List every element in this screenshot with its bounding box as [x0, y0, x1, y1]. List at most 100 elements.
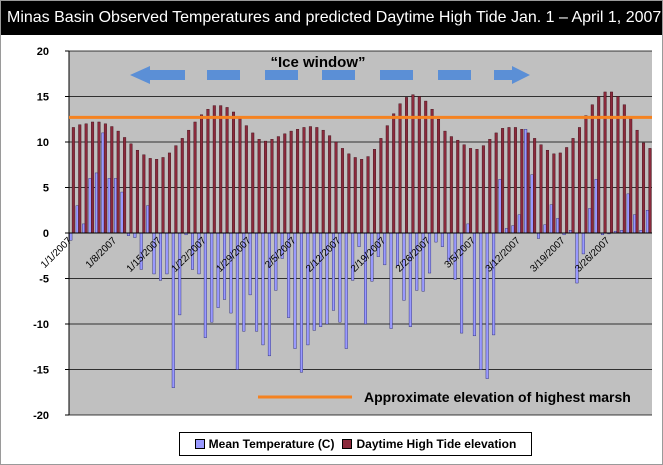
- tide-bar: [103, 123, 107, 234]
- legend-item-temperature: Mean Temperature (C): [194, 437, 335, 451]
- arrow-dash: [265, 70, 298, 80]
- temperature-bar: [536, 232, 540, 239]
- tide-bar: [135, 149, 139, 234]
- marsh-line-label: Approximate elevation of highest marsh: [364, 389, 631, 405]
- temperature-bar: [588, 208, 592, 234]
- tide-bar: [392, 113, 396, 234]
- temperature-bar: [364, 232, 367, 325]
- tide-bar: [302, 127, 306, 234]
- temperature-bar: [101, 132, 105, 234]
- tide-bar: [635, 129, 639, 234]
- arrow-dash: [322, 70, 355, 80]
- arrow-dash: [207, 70, 240, 80]
- temperature-bar: [210, 232, 214, 323]
- temperature-bar: [299, 232, 303, 373]
- temperature-bar: [434, 232, 438, 243]
- temperature-bar: [645, 210, 649, 234]
- tide-bar: [180, 138, 184, 234]
- tide-bar: [276, 136, 280, 234]
- legend-item-tide: Daytime High Tide elevation: [342, 437, 516, 451]
- chart-title: Minas Basin Observed Temperatures and pr…: [1, 1, 662, 35]
- tide-bar: [642, 142, 646, 234]
- tide-bar: [251, 132, 255, 234]
- temperature-bar: [261, 232, 265, 346]
- tide-bar: [590, 104, 594, 234]
- temperature-bar: [530, 174, 534, 234]
- legend-swatch-temperature: [194, 439, 205, 449]
- temperature-bar: [107, 178, 111, 234]
- temperature-bar: [344, 232, 348, 349]
- temperature-bar: [415, 232, 419, 291]
- temperature-bar: [466, 223, 470, 234]
- temperature-bar: [479, 232, 483, 370]
- tide-bar: [648, 148, 652, 234]
- tide-bar: [340, 148, 344, 234]
- temperature-bar: [171, 232, 175, 388]
- tide-bar: [366, 156, 370, 234]
- tide-bar: [565, 147, 569, 234]
- tide-bar: [379, 138, 383, 234]
- temperature-bar: [319, 232, 323, 327]
- tide-bar: [296, 129, 300, 234]
- temperature-bar: [633, 214, 637, 234]
- legend: Mean Temperature (C) Daytime High Tide e…: [179, 432, 532, 456]
- tide-bar: [494, 132, 498, 234]
- temperature-bar: [626, 193, 630, 234]
- arrow-right-head: [494, 66, 530, 84]
- tide-bar: [603, 91, 607, 234]
- tide-bar: [437, 119, 441, 234]
- marsh-reference-line: Approximate elevation of highest marsh: [69, 115, 652, 405]
- tide-bar: [552, 153, 556, 234]
- temperature-bar: [178, 232, 182, 316]
- temperature-bar: [255, 232, 259, 332]
- temperature-bar: [517, 214, 521, 234]
- tide-bar: [97, 121, 101, 234]
- tide-bar: [372, 149, 376, 234]
- tide-bar: [225, 107, 229, 234]
- temperature-bar: [389, 232, 393, 329]
- tide-bar: [558, 152, 562, 234]
- tide-bar: [308, 126, 312, 234]
- temperature-bar: [114, 178, 118, 234]
- tide-bar: [424, 100, 428, 234]
- tide-bar: [449, 136, 453, 234]
- temperature-bar: [120, 191, 124, 234]
- legend-label-tide: Daytime High Tide elevation: [356, 437, 517, 451]
- tide-bar: [334, 141, 338, 234]
- tide-bar: [321, 129, 325, 234]
- tide-bar: [571, 138, 575, 234]
- tide-bar: [116, 130, 120, 234]
- tide-bar: [456, 139, 460, 234]
- tide-bar: [577, 127, 581, 234]
- temperature-bar: [312, 232, 316, 331]
- tide-bar: [264, 140, 268, 234]
- tide-bar: [84, 123, 88, 234]
- y-tick-label: -5: [39, 274, 49, 286]
- temperature-bar: [498, 179, 502, 234]
- tide-bar: [232, 111, 236, 234]
- tide-bar: [520, 129, 524, 234]
- tide-bar: [155, 159, 159, 234]
- tide-bar: [545, 149, 549, 234]
- tide-bar: [206, 109, 210, 234]
- temperature-bar: [581, 232, 585, 255]
- temperature-bar: [492, 232, 496, 336]
- tide-bar: [507, 127, 511, 234]
- legend-label-temperature: Mean Temperature (C): [208, 437, 335, 451]
- temperature-bar: [511, 225, 515, 234]
- tide-bar: [270, 139, 274, 234]
- arrow-left-head: [130, 66, 185, 84]
- tide-bar: [71, 127, 75, 234]
- temperature-bar: [203, 232, 207, 338]
- y-tick-label: -10: [33, 319, 49, 331]
- ice-window-label: “Ice window”: [270, 54, 365, 71]
- arrow-dash: [438, 70, 471, 80]
- temperature-bar: [306, 232, 310, 346]
- tide-bar: [475, 149, 479, 234]
- temperature-bar: [351, 232, 355, 281]
- bar-series: [69, 91, 652, 388]
- y-tick-label: 15: [37, 92, 49, 104]
- tide-bar: [161, 157, 165, 234]
- tide-bar: [398, 103, 402, 234]
- tide-bar: [193, 121, 197, 234]
